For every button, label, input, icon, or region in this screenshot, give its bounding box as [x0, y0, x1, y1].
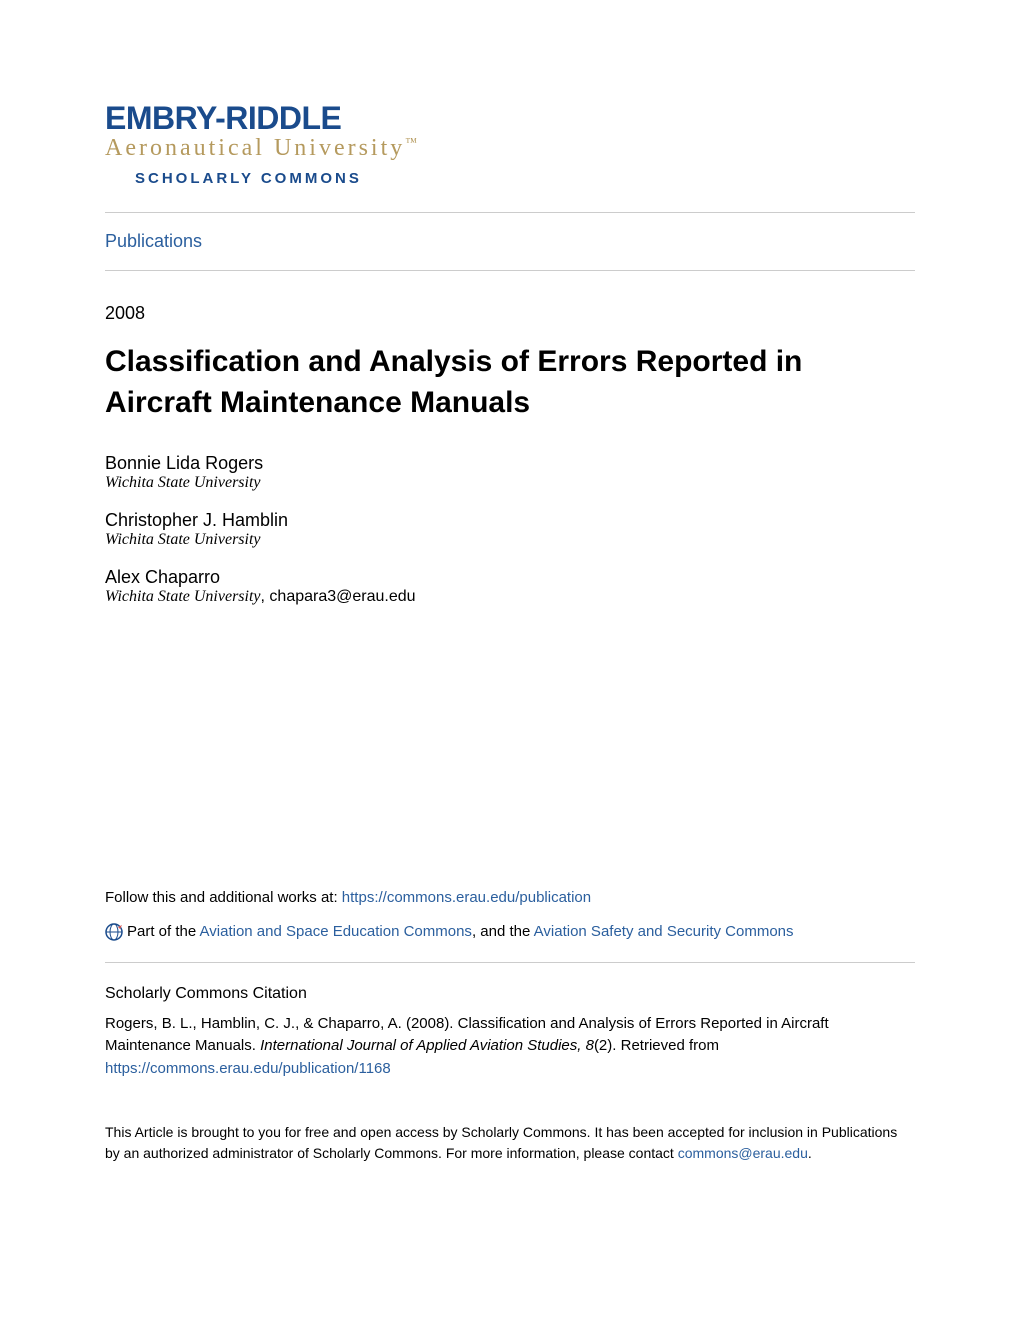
author-block: Bonnie Lida Rogers Wichita State Univers… [105, 453, 915, 492]
footer-text: This Article is brought to you for free … [105, 1122, 915, 1164]
follow-url-link[interactable]: https://commons.erau.edu/publication [342, 889, 591, 906]
citation-heading: Scholarly Commons Citation [105, 981, 915, 1007]
paper-title: Classification and Analysis of Errors Re… [105, 342, 915, 423]
citation-text: Rogers, B. L., Hamblin, C. J., & Chaparr… [105, 1013, 915, 1081]
author-name: Alex Chaparro [105, 567, 915, 588]
commons-link-2[interactable]: Aviation Safety and Security Commons [534, 923, 794, 940]
author-affiliation-row: Wichita State University, chapara3@erau.… [105, 588, 915, 606]
network-icon [105, 923, 123, 941]
follow-section: Follow this and additional works at: htt… [105, 886, 915, 1164]
part-of-line: Part of the Aviation and Space Education… [105, 920, 915, 944]
publication-year: 2008 [105, 303, 915, 324]
commons-link-1[interactable]: Aviation and Space Education Commons [200, 923, 472, 940]
author-block: Christopher J. Hamblin Wichita State Uni… [105, 510, 915, 549]
author-affiliation-row: Wichita State University [105, 531, 915, 549]
divider [105, 962, 915, 963]
logo-line2: Aeronautical University™ [105, 135, 915, 162]
citation-url-link[interactable]: https://commons.erau.edu/publication/116… [105, 1060, 391, 1077]
logo-line3: SCHOLARLY COMMONS [135, 170, 915, 187]
logo-line1: EMBRY-RIDDLE [105, 100, 915, 137]
author-affiliation-row: Wichita State University [105, 474, 915, 492]
publications-link[interactable]: Publications [105, 213, 915, 270]
author-name: Christopher J. Hamblin [105, 510, 915, 531]
author-name: Bonnie Lida Rogers [105, 453, 915, 474]
author-block: Alex Chaparro Wichita State University, … [105, 567, 915, 606]
follow-line: Follow this and additional works at: htt… [105, 886, 915, 910]
divider [105, 270, 915, 271]
contact-email-link[interactable]: commons@erau.edu [678, 1145, 808, 1161]
institution-logo: EMBRY-RIDDLE Aeronautical University™ SC… [105, 100, 915, 187]
